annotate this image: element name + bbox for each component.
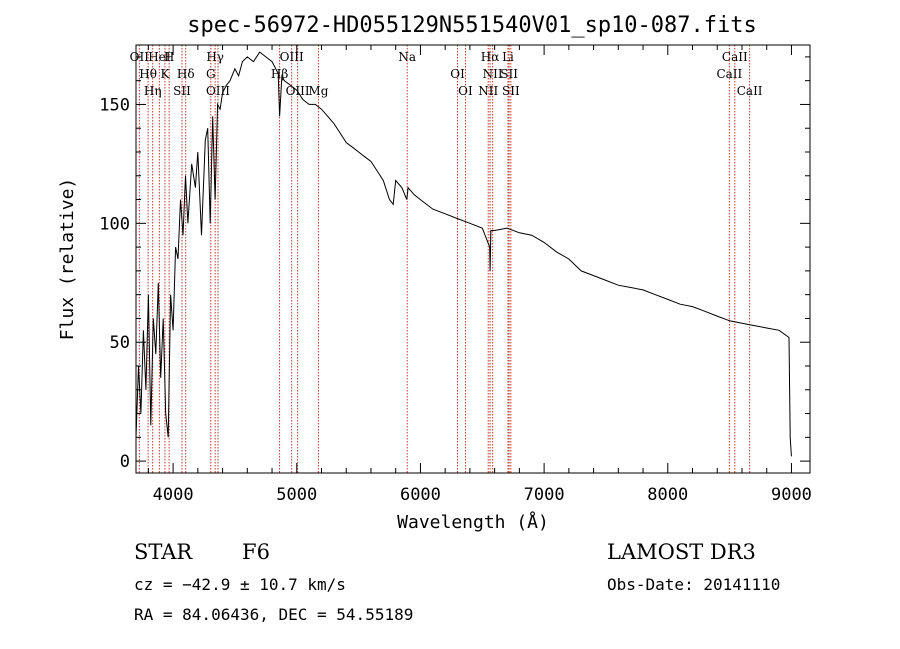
x-tick-label: 8000 — [647, 485, 688, 505]
line-id-label: Na — [398, 50, 416, 64]
obs-date: Obs-Date: 20141110 — [607, 575, 780, 594]
survey-name: LAMOST DR3 — [607, 540, 756, 564]
y-axis-label: Flux (relative) — [57, 178, 78, 341]
line-markers — [138, 45, 751, 473]
line-id-label: CaII — [716, 67, 742, 81]
y-tick-label: 150 — [99, 95, 130, 115]
y-tick-label: 50 — [110, 333, 130, 353]
line-id-label: Hδ — [177, 67, 195, 81]
chart-title: spec-56972-HD055129N551540V01_sp10-087.f… — [187, 13, 757, 38]
line-id-label: OI — [450, 67, 465, 81]
x-axis-label: Wavelength (Å) — [397, 511, 549, 533]
line-id-label: Mg — [308, 84, 328, 98]
line-id-label: NII — [483, 67, 503, 81]
x-tick-label: 5000 — [276, 485, 317, 505]
subclass: F6 — [242, 540, 270, 564]
redshift-info: cz = −42.9 ± 10.7 km/s — [134, 575, 346, 594]
line-id-label: H — [164, 50, 174, 64]
line-id-label: NII — [478, 84, 498, 98]
line-id-label: K — [160, 67, 170, 81]
line-id-label: OIII — [280, 50, 304, 64]
line-id-label: Hγ — [206, 50, 224, 64]
spectrum-line — [135, 51, 792, 457]
x-tick-label: 9000 — [771, 485, 812, 505]
coordinates: RA = 84.06436, DEC = 54.55189 — [134, 605, 413, 624]
line-id-label: Li — [502, 50, 514, 64]
x-tick-label: 7000 — [524, 485, 565, 505]
line-id-label: G — [206, 67, 216, 81]
object-class: STAR — [134, 540, 193, 564]
plot-frame — [135, 44, 811, 474]
line-id-label: CaII — [737, 84, 763, 98]
line-id-label: OIII — [206, 84, 230, 98]
x-axis-ticks: 4000 5000 6000 7000 8000 9000 — [147, 45, 812, 505]
line-id-label: Hθ — [139, 67, 157, 81]
y-tick-label: 0 — [120, 452, 130, 472]
line-id-label: SII — [502, 84, 520, 98]
line-id-label: Hα — [481, 50, 500, 64]
line-id-label: SII — [500, 67, 518, 81]
line-id-label: OI — [458, 84, 473, 98]
line-id-label: HeI — [148, 50, 171, 64]
y-axis-ticks: 0 50 100 150 — [99, 56, 810, 472]
y-tick-label: 100 — [99, 214, 130, 234]
line-id-label: Hβ — [271, 67, 288, 81]
x-tick-label: 6000 — [400, 485, 441, 505]
line-labels: OIIHθHηHeIKSIIHHδOIIIHγGOIIIOIIIHβMgNaOI… — [130, 50, 763, 98]
line-id-label: Hη — [144, 84, 162, 98]
x-tick-label: 4000 — [153, 485, 194, 505]
line-id-label: SII — [173, 84, 191, 98]
line-id-label: CaII — [722, 50, 748, 64]
